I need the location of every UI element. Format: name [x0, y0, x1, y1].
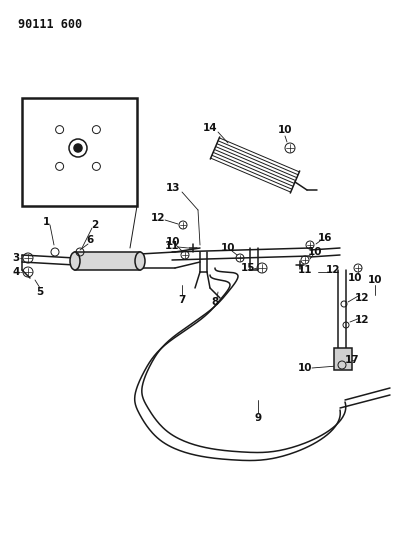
Bar: [22, 98, 137, 206]
Text: 13: 13: [166, 183, 180, 193]
Bar: [334, 348, 352, 370]
Text: 8: 8: [211, 297, 218, 307]
Text: 15: 15: [241, 263, 255, 273]
Text: 12: 12: [355, 315, 369, 325]
Circle shape: [74, 144, 82, 152]
Text: 5: 5: [36, 287, 43, 297]
Text: 1: 1: [42, 217, 50, 227]
Text: 10: 10: [166, 237, 180, 247]
Text: 10: 10: [278, 125, 292, 135]
Ellipse shape: [70, 252, 80, 270]
Text: 8: 8: [33, 189, 41, 199]
Text: 10: 10: [368, 275, 382, 285]
Text: 16: 16: [318, 233, 332, 243]
Text: 11: 11: [298, 265, 312, 275]
Text: 12: 12: [326, 265, 340, 275]
Text: 10: 10: [348, 273, 362, 283]
Text: 7: 7: [178, 295, 186, 305]
Text: 90111 600: 90111 600: [18, 18, 82, 31]
Text: 2: 2: [91, 220, 99, 230]
Text: 3: 3: [12, 253, 20, 263]
Text: 9: 9: [254, 413, 261, 423]
Ellipse shape: [135, 252, 145, 270]
Text: 14: 14: [203, 123, 217, 133]
Text: 11: 11: [165, 241, 179, 251]
Text: 4: 4: [12, 267, 20, 277]
Text: 6: 6: [87, 235, 94, 245]
Text: 12: 12: [151, 213, 165, 223]
Text: 10: 10: [308, 247, 322, 257]
Text: 10: 10: [298, 363, 312, 373]
Text: 10: 10: [221, 243, 235, 253]
Text: 17: 17: [345, 355, 359, 365]
Text: 12: 12: [355, 293, 369, 303]
Bar: [75, 252, 140, 270]
